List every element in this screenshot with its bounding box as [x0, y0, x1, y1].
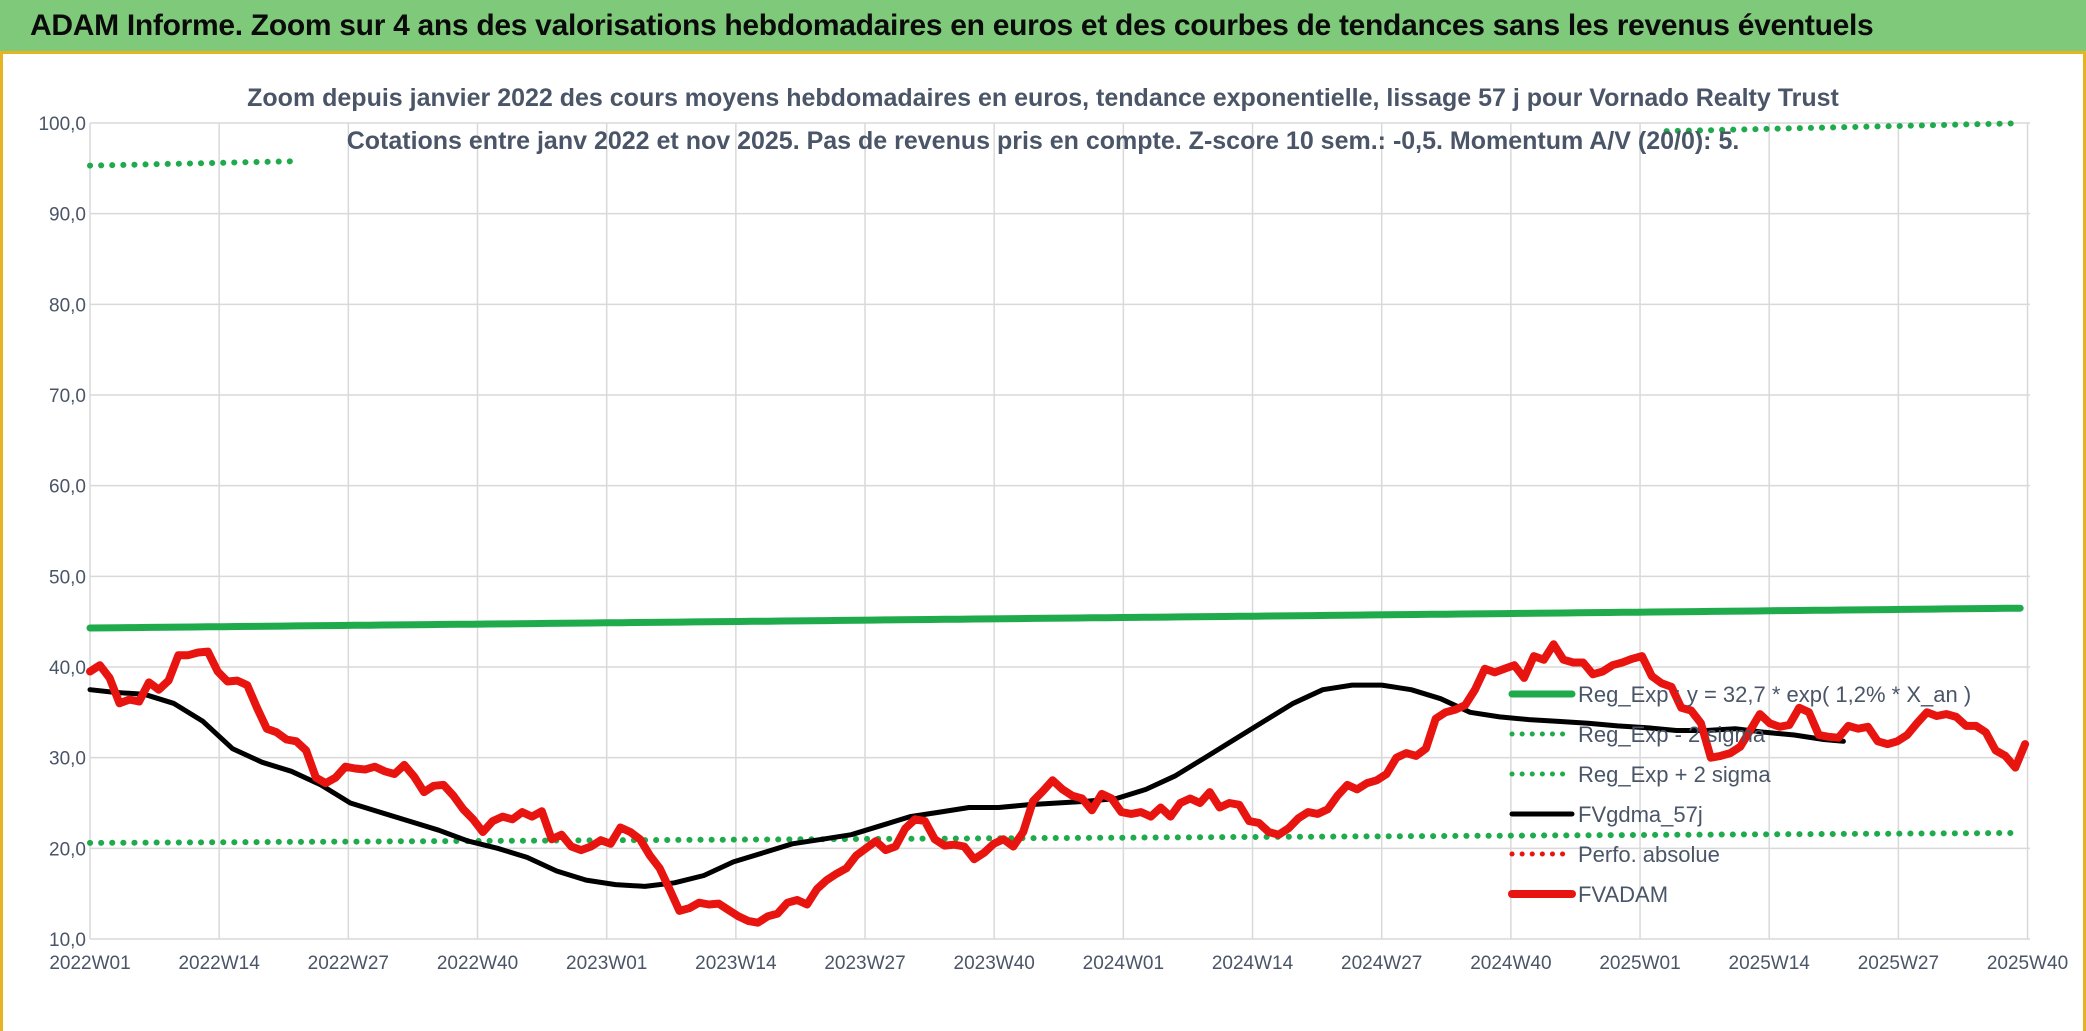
chart-title: Zoom depuis janvier 2022 des cours moyen…: [247, 84, 1839, 112]
legend-label: Reg_Exp : y = 32,7 * exp( 1,2% * X_an ): [1578, 682, 1971, 707]
x-tick-label: 2024W27: [1341, 953, 1422, 974]
x-tick-label: 2023W01: [566, 953, 647, 974]
x-tick-label: 2022W40: [437, 953, 518, 974]
grid-lines: [89, 122, 2030, 940]
y-tick-label: 30,0: [49, 749, 86, 770]
x-tick-label: 2025W40: [1987, 953, 2068, 974]
series-line-dotted: [87, 120, 2024, 169]
x-tick-label: 2024W01: [1083, 953, 1164, 974]
legend: Reg_Exp : y = 32,7 * exp( 1,2% * X_an ) R…: [1508, 682, 1971, 907]
x-tick-label: 2025W14: [1729, 953, 1811, 974]
legend-label: Reg_Exp - 2 sigma: [1578, 722, 1766, 747]
x-tick-label: 2023W14: [695, 953, 777, 974]
y-tick-label: 90,0: [49, 205, 86, 226]
legend-label: Reg_Exp + 2 sigma: [1578, 762, 1771, 787]
legend-label: FVADAM: [1578, 882, 1668, 907]
x-tick-label: 2025W27: [1858, 953, 1939, 974]
chart-subtitle: Cotations entre janv 2022 et nov 2025. P…: [346, 127, 1740, 155]
series-line: [87, 682, 1846, 889]
x-tick-label: 2023W27: [824, 953, 905, 974]
x-tick-label: 2023W40: [954, 953, 1035, 974]
y-tick-label: 80,0: [49, 295, 86, 316]
report-title: ADAM Informe. Zoom sur 4 ans des valoris…: [30, 9, 1874, 42]
x-tick-label: 2025W01: [1599, 953, 1680, 974]
y-tick-label: 60,0: [49, 477, 86, 498]
legend-label: Perfo. absolue: [1578, 842, 1720, 867]
series-layer: [86, 120, 2030, 927]
x-tick-label: 2022W14: [178, 953, 260, 974]
report-banner: ADAM Informe. Zoom sur 4 ans des valoris…: [0, 0, 2086, 54]
y-axis-ticks: 10,0 20,0 30,0 40,0 50,0 60,0 70,0 80,0 90,0 100,…: [38, 114, 86, 951]
y-tick-label: 70,0: [49, 386, 86, 407]
x-tick-label: 2022W01: [49, 953, 130, 974]
x-tick-label: 2022W27: [308, 953, 389, 974]
y-tick-label: 20,0: [49, 839, 86, 860]
x-tick-label: 2024W14: [1212, 953, 1294, 974]
y-tick-label: 10,0: [49, 930, 86, 951]
legend-label: FVgdma_57j: [1578, 802, 1703, 827]
y-tick-label: 50,0: [49, 567, 86, 588]
y-tick-label: 40,0: [49, 658, 86, 679]
x-axis-ticks: 2022W01 2022W14 2022W27 2022W40 2023W01 2023W…: [49, 953, 2068, 974]
series-line-solid: [86, 604, 2024, 632]
x-tick-label: 2024W40: [1470, 953, 1551, 974]
chart-frame: [0, 54, 2086, 1031]
series-line: [86, 640, 2030, 927]
series-line-dotted: [87, 830, 2024, 846]
y-tick-label: 100,0: [38, 114, 86, 135]
